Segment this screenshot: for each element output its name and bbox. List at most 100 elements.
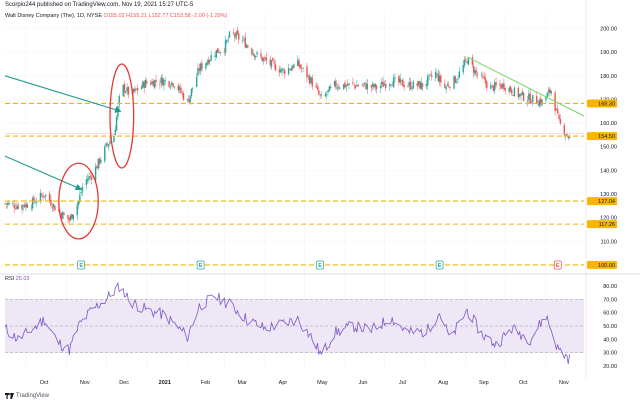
- candle-body: [558, 114, 560, 119]
- earnings-marker-label: E: [556, 263, 560, 269]
- candle-body: [278, 69, 281, 73]
- ohlc-high: H155.21: [126, 13, 147, 19]
- candle-body: [207, 59, 210, 64]
- candle-body: [39, 192, 42, 201]
- level-price-label: 117.26: [599, 222, 615, 228]
- candle-body: [228, 31, 231, 38]
- candle-body: [449, 87, 451, 88]
- candle-body: [178, 86, 181, 90]
- candle-body: [72, 214, 74, 220]
- candle-body: [547, 90, 550, 93]
- candle-body: [76, 204, 78, 216]
- rsi-y-tick-label: 60.00: [603, 311, 617, 317]
- candle-body: [45, 194, 47, 197]
- candle-body: [270, 60, 273, 67]
- candle-body: [457, 78, 459, 80]
- rsi-panel: [4, 281, 584, 365]
- x-tick-label: Dec: [119, 380, 129, 386]
- candle-body: [425, 83, 428, 87]
- candle-body: [153, 80, 156, 88]
- level-price-tag: [587, 99, 617, 108]
- candle-body: [123, 83, 126, 93]
- candle-body: [180, 87, 182, 93]
- candle-body: [80, 192, 82, 194]
- candle-body: [68, 218, 71, 221]
- candle-body: [190, 88, 193, 97]
- candle-body: [480, 74, 483, 75]
- level-price-tag: [587, 132, 617, 141]
- candle-body: [171, 82, 173, 85]
- candle-body: [564, 134, 567, 136]
- candle-body: [13, 204, 15, 209]
- candle-body: [495, 82, 497, 86]
- candle-body: [324, 94, 327, 97]
- candle-body: [98, 158, 101, 164]
- candle-body: [421, 83, 424, 88]
- candle-body: [409, 81, 412, 90]
- candle-body: [235, 32, 237, 39]
- candle-body: [517, 87, 520, 98]
- y-axis-labels: 200.00190.00180.00170.00160.00150.00140.…: [587, 27, 617, 370]
- candle-body: [90, 176, 93, 180]
- rsi-y-tick-label: 20.00: [603, 364, 617, 370]
- annotation-circle: [58, 162, 99, 240]
- candle-body: [261, 56, 264, 62]
- candle-body: [247, 45, 249, 48]
- candle-body: [319, 93, 321, 96]
- candle-body: [339, 87, 341, 89]
- candle-body: [255, 56, 257, 58]
- candle-body: [108, 144, 110, 147]
- ohlc-low: L152.77: [148, 13, 169, 19]
- candle-body: [169, 86, 172, 88]
- candle-body: [411, 88, 413, 90]
- candle-body: [243, 38, 245, 40]
- x-tick-label: Oct: [519, 380, 528, 386]
- symbol-name: Walt Disney Company (The), 1D, NYSE: [5, 13, 102, 19]
- candle-body: [160, 77, 162, 83]
- candle-body: [308, 76, 311, 84]
- candle-body: [364, 82, 366, 84]
- candle-body: [85, 179, 88, 186]
- level-price-label: 100.00: [598, 263, 615, 269]
- ohlc-close: C153.58: [169, 13, 191, 19]
- candle-body: [143, 81, 145, 89]
- candle-body: [327, 90, 329, 93]
- candle-body: [189, 95, 191, 103]
- candle-body: [161, 77, 164, 86]
- candle-body: [5, 203, 8, 205]
- candle-body: [206, 61, 208, 65]
- y-tick-label: 160.00: [600, 121, 617, 127]
- candle-body: [381, 81, 383, 85]
- candle-body: [412, 81, 415, 89]
- candle-body: [353, 84, 355, 86]
- rsi-y-tick-label: 70.00: [603, 297, 617, 303]
- y-tick-label: 150.00: [600, 145, 617, 151]
- candle-body: [298, 60, 300, 67]
- candle-body: [12, 203, 14, 204]
- candle-body: [126, 87, 128, 92]
- candle-body: [77, 200, 80, 205]
- candle-body: [373, 84, 375, 88]
- candle-body: [518, 94, 521, 97]
- candle-body: [67, 214, 69, 220]
- candle-body: [105, 143, 107, 147]
- candle-body: [391, 85, 394, 86]
- candle-body: [301, 68, 303, 69]
- candle-body: [117, 106, 119, 117]
- candle-body: [245, 44, 248, 48]
- candle-body: [329, 86, 332, 89]
- candle-body: [501, 83, 504, 88]
- candle-body: [484, 77, 487, 83]
- candle-body: [394, 77, 396, 79]
- candle-body: [218, 52, 220, 54]
- candle-body: [253, 54, 256, 58]
- earnings-marker: [196, 260, 205, 270]
- candle-body: [164, 80, 166, 82]
- candle-body: [226, 39, 228, 43]
- candle-body: [539, 98, 542, 105]
- candle-body: [100, 159, 102, 163]
- candle-body: [528, 93, 530, 100]
- level-price-tag: [587, 260, 617, 269]
- candle-body: [269, 59, 271, 65]
- candle-body: [371, 83, 374, 87]
